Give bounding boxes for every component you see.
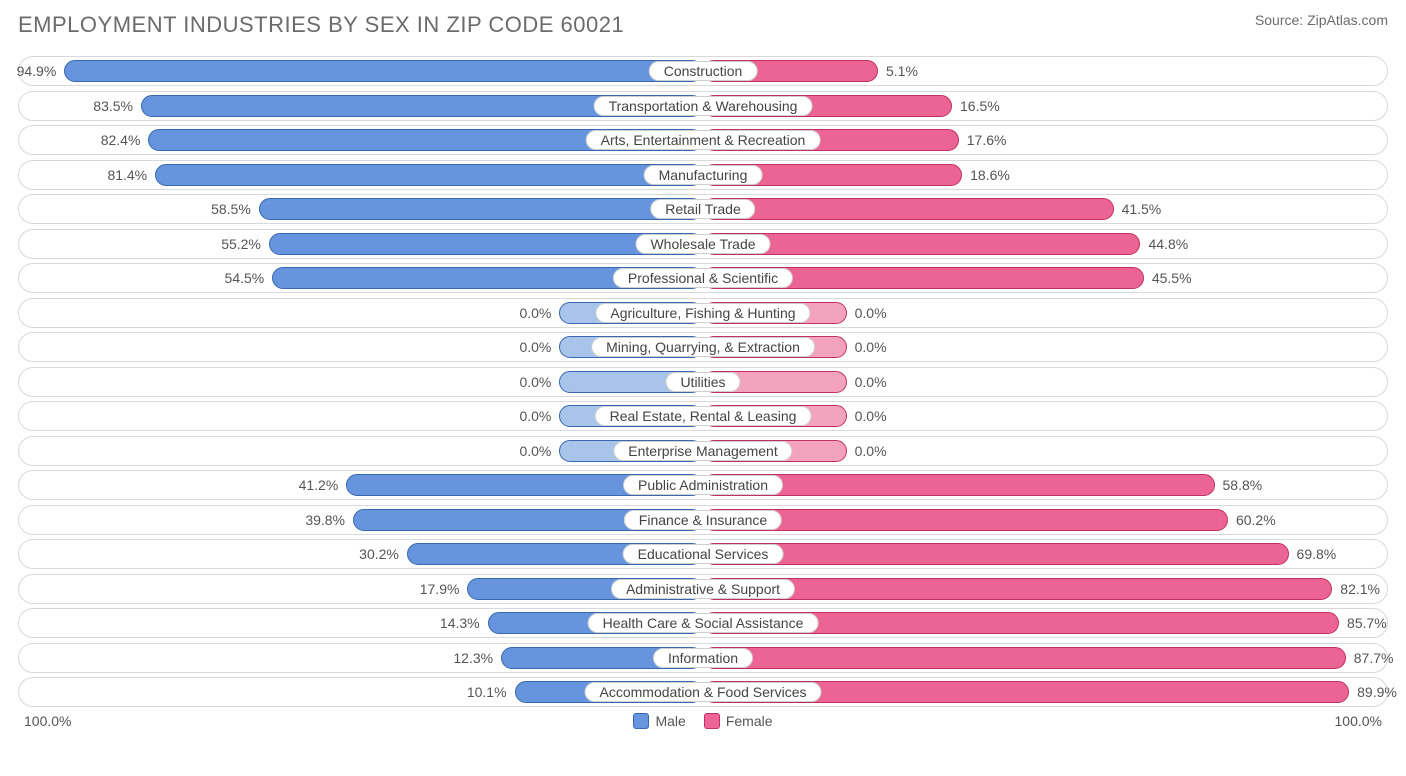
female-value: 44.8%: [1148, 236, 1188, 252]
male-value: 82.4%: [101, 132, 141, 148]
male-value: 14.3%: [440, 615, 480, 631]
female-value: 0.0%: [855, 305, 887, 321]
female-bar: [703, 647, 1346, 669]
legend-item-female: Female: [704, 713, 773, 729]
category-label: Mining, Quarrying, & Extraction: [591, 337, 815, 357]
chart-row: 17.9% 82.1% Administrative & Support: [18, 574, 1388, 604]
female-value: 17.6%: [967, 132, 1007, 148]
male-value: 54.5%: [225, 270, 265, 286]
chart-row: 0.0% 0.0% Enterprise Management: [18, 436, 1388, 466]
chart-row: 0.0% 0.0% Agriculture, Fishing & Hunting: [18, 298, 1388, 328]
female-value: 82.1%: [1340, 581, 1380, 597]
category-label: Educational Services: [623, 544, 784, 564]
category-label: Arts, Entertainment & Recreation: [586, 130, 821, 150]
male-value: 30.2%: [359, 546, 399, 562]
legend-male-label: Male: [655, 713, 685, 729]
female-value: 89.9%: [1357, 684, 1397, 700]
chart-row: 55.2% 44.8% Wholesale Trade: [18, 229, 1388, 259]
female-value: 41.5%: [1122, 201, 1162, 217]
female-value: 45.5%: [1152, 270, 1192, 286]
female-bar: [703, 578, 1332, 600]
chart-row: 0.0% 0.0% Mining, Quarrying, & Extraction: [18, 332, 1388, 362]
chart-row: 81.4% 18.6% Manufacturing: [18, 160, 1388, 190]
chart-header: EMPLOYMENT INDUSTRIES BY SEX IN ZIP CODE…: [18, 12, 1388, 38]
chart-row: 94.9% 5.1% Construction: [18, 56, 1388, 86]
female-value: 16.5%: [960, 98, 1000, 114]
female-value: 87.7%: [1354, 650, 1394, 666]
source-attribution: Source: ZipAtlas.com: [1255, 12, 1388, 28]
category-label: Transportation & Warehousing: [594, 96, 813, 116]
male-value: 0.0%: [519, 339, 551, 355]
female-swatch-icon: [704, 713, 720, 729]
male-value: 10.1%: [467, 684, 507, 700]
male-value: 81.4%: [107, 167, 147, 183]
female-value: 18.6%: [970, 167, 1010, 183]
female-value: 0.0%: [855, 374, 887, 390]
category-label: Utilities: [665, 372, 740, 392]
female-bar: [703, 198, 1114, 220]
category-label: Enterprise Management: [613, 441, 792, 461]
chart-row: 41.2% 58.8% Public Administration: [18, 470, 1388, 500]
diverging-bar-chart: 94.9% 5.1% Construction 83.5% 16.5% Transport…: [18, 56, 1388, 707]
chart-row: 39.8% 60.2% Finance & Insurance: [18, 505, 1388, 535]
male-value: 0.0%: [519, 374, 551, 390]
male-value: 0.0%: [519, 443, 551, 459]
category-label: Construction: [649, 61, 758, 81]
female-value: 5.1%: [886, 63, 918, 79]
male-bar: [259, 198, 703, 220]
chart-row: 0.0% 0.0% Utilities: [18, 367, 1388, 397]
chart-title: EMPLOYMENT INDUSTRIES BY SEX IN ZIP CODE…: [18, 12, 624, 38]
female-value: 0.0%: [855, 339, 887, 355]
female-value: 69.8%: [1297, 546, 1337, 562]
male-value: 58.5%: [211, 201, 251, 217]
category-label: Retail Trade: [650, 199, 755, 219]
male-value: 41.2%: [299, 477, 339, 493]
female-value: 0.0%: [855, 443, 887, 459]
legend-female-label: Female: [726, 713, 773, 729]
category-label: Professional & Scientific: [613, 268, 793, 288]
legend: Male Female: [633, 713, 772, 729]
axis-left-label: 100.0%: [24, 713, 71, 729]
male-value: 94.9%: [17, 63, 57, 79]
female-value: 85.7%: [1347, 615, 1387, 631]
female-value: 58.8%: [1223, 477, 1263, 493]
category-label: Accommodation & Food Services: [585, 682, 822, 702]
axis-row: 100.0% Male Female 100.0%: [18, 713, 1388, 729]
male-value: 12.3%: [453, 650, 493, 666]
chart-row: 82.4% 17.6% Arts, Entertainment & Recreati…: [18, 125, 1388, 155]
category-label: Agriculture, Fishing & Hunting: [595, 303, 810, 323]
male-value: 55.2%: [221, 236, 261, 252]
chart-row: 10.1%89.9%Accommodation & Food Services: [18, 677, 1388, 707]
male-value: 0.0%: [519, 305, 551, 321]
chart-row: 14.3% 85.7% Health Care & Social Assistanc…: [18, 608, 1388, 638]
female-bar: [703, 543, 1289, 565]
category-label: Real Estate, Rental & Leasing: [595, 406, 812, 426]
axis-right-label: 100.0%: [1335, 713, 1382, 729]
female-value: 0.0%: [855, 408, 887, 424]
chart-row: 83.5% 16.5% Transportation & Warehousing: [18, 91, 1388, 121]
male-bar: [155, 164, 703, 186]
male-value: 39.8%: [305, 512, 345, 528]
category-label: Health Care & Social Assistance: [588, 613, 819, 633]
category-label: Manufacturing: [644, 165, 763, 185]
male-value: 0.0%: [519, 408, 551, 424]
male-swatch-icon: [633, 713, 649, 729]
chart-row: 54.5% 45.5% Professional & Scientific: [18, 263, 1388, 293]
category-label: Wholesale Trade: [635, 234, 770, 254]
category-label: Finance & Insurance: [624, 510, 782, 530]
category-label: Information: [653, 648, 753, 668]
female-value: 60.2%: [1236, 512, 1276, 528]
category-label: Administrative & Support: [611, 579, 795, 599]
category-label: Public Administration: [623, 475, 783, 495]
male-bar: [64, 60, 703, 82]
male-value: 17.9%: [420, 581, 460, 597]
chart-row: 58.5% 41.5% Retail Trade: [18, 194, 1388, 224]
chart-row: 30.2% 69.8% Educational Services: [18, 539, 1388, 569]
male-value: 83.5%: [93, 98, 133, 114]
legend-item-male: Male: [633, 713, 685, 729]
chart-row: 0.0% 0.0% Real Estate, Rental & Leasing: [18, 401, 1388, 431]
chart-row: 12.3%87.7%Information: [18, 643, 1388, 673]
